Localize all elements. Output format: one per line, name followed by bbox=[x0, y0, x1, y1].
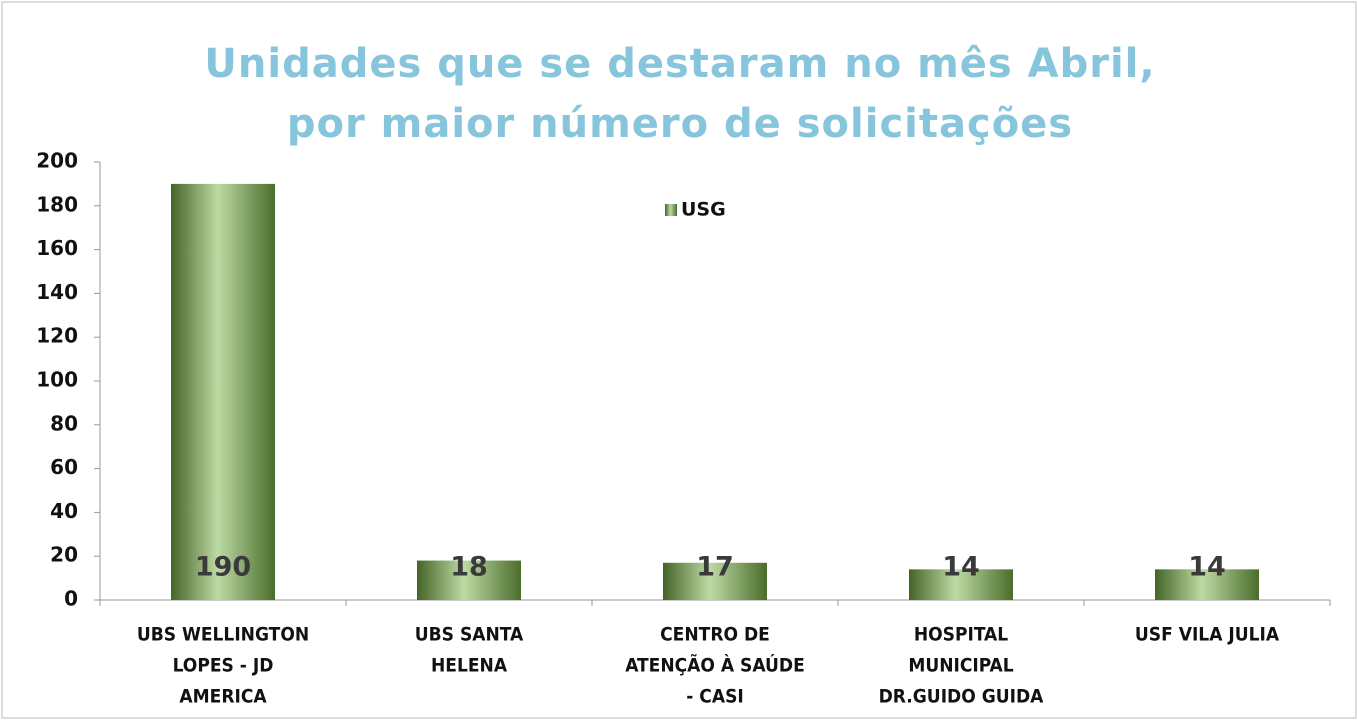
y-tick-label: 200 bbox=[36, 149, 78, 173]
x-tick-label: CENTRO DE bbox=[660, 624, 770, 646]
x-tick-label: DR.GUIDO GUIDA bbox=[879, 686, 1045, 708]
y-tick-label: 100 bbox=[36, 368, 78, 392]
bar bbox=[1155, 569, 1259, 600]
x-tick-label: HELENA bbox=[431, 655, 508, 677]
x-tick-label: - CASI bbox=[686, 686, 743, 708]
chart-title: por maior número de solicitações bbox=[287, 101, 1073, 147]
x-tick-label: LOPES - JD bbox=[173, 655, 274, 677]
data-label: 190 bbox=[195, 552, 251, 583]
chart-title: Unidades que se destaram no mês Abril, bbox=[204, 41, 1155, 87]
y-tick-label: 0 bbox=[64, 587, 78, 611]
legend-swatch bbox=[665, 204, 677, 216]
data-label: 17 bbox=[696, 552, 734, 583]
bar bbox=[663, 562, 767, 600]
y-tick-label: 160 bbox=[36, 236, 78, 260]
x-tick-label: UBS SANTA bbox=[415, 624, 524, 646]
y-tick-label: 60 bbox=[50, 455, 78, 479]
x-tick-label: UBS WELLINGTON bbox=[137, 624, 309, 646]
bar bbox=[417, 560, 521, 600]
y-tick-label: 40 bbox=[50, 499, 78, 523]
x-tick-label: HOSPITAL bbox=[914, 624, 1008, 646]
data-label: 14 bbox=[1188, 552, 1226, 583]
y-tick-label: 140 bbox=[36, 280, 78, 304]
x-tick-label: MUNICIPAL bbox=[908, 655, 1013, 677]
x-tick-label: ATENÇÃO À SAÚDE bbox=[625, 653, 805, 677]
bar bbox=[909, 569, 1013, 600]
y-tick-label: 20 bbox=[50, 543, 78, 567]
y-tick-label: 180 bbox=[36, 192, 78, 216]
x-tick-label: AMERICA bbox=[179, 686, 267, 708]
y-tick-label: 80 bbox=[50, 411, 78, 435]
x-tick-label: USF VILA JULIA bbox=[1135, 624, 1280, 646]
data-label: 14 bbox=[942, 552, 980, 583]
y-tick-label: 120 bbox=[36, 324, 78, 348]
legend-label: USG bbox=[681, 199, 726, 221]
data-label: 18 bbox=[450, 552, 488, 583]
bar bbox=[171, 183, 275, 600]
